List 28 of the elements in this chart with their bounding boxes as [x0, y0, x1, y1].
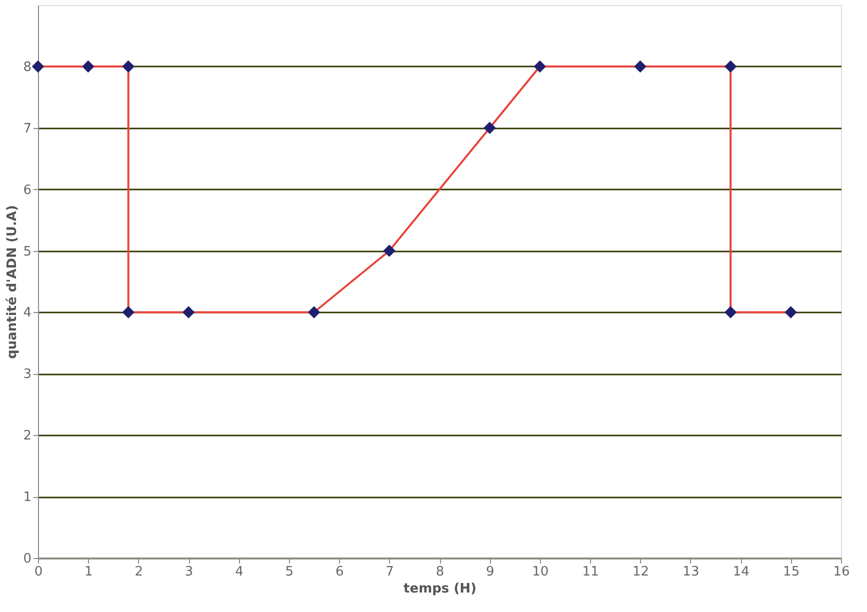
x-tick-label: 15 — [783, 564, 800, 580]
x-tick-label: 16 — [833, 564, 850, 580]
y-tick-label: 2 — [23, 428, 32, 444]
x-tick-label: 7 — [386, 564, 394, 580]
y-tick-label: 7 — [23, 121, 32, 136]
x-tick-label: 9 — [486, 564, 494, 580]
x-tick-label: 5 — [285, 564, 294, 580]
x-tick-label: 3 — [184, 564, 194, 580]
y-tick-label: 0 — [23, 552, 32, 566]
x-tick-label: 13 — [682, 564, 700, 580]
x-tick-label: 10 — [532, 564, 549, 580]
x-axis-title: temps (H) — [404, 582, 476, 596]
y-tick-label: 3 — [23, 367, 32, 382]
x-tick-label: 12 — [632, 564, 650, 580]
y-tick-label: 8 — [23, 60, 32, 75]
y-tick-label: 1 — [23, 490, 32, 506]
y-tick-label: 6 — [23, 182, 32, 198]
x-tick-label: 8 — [436, 564, 444, 580]
x-tick-label: 6 — [335, 564, 344, 580]
x-tick-label: 2 — [134, 564, 144, 580]
x-tick-label: 0 — [34, 564, 43, 580]
y-tick-label: 5 — [23, 244, 32, 260]
y-axis-title: quantité d'ADN (U.A) — [5, 205, 20, 359]
x-tick-label: 1 — [84, 564, 93, 580]
x-tick-label: 14 — [732, 564, 750, 580]
x-tick-label: 11 — [582, 564, 599, 580]
y-tick-label: 4 — [23, 306, 32, 321]
x-tick-label: 4 — [235, 564, 244, 580]
